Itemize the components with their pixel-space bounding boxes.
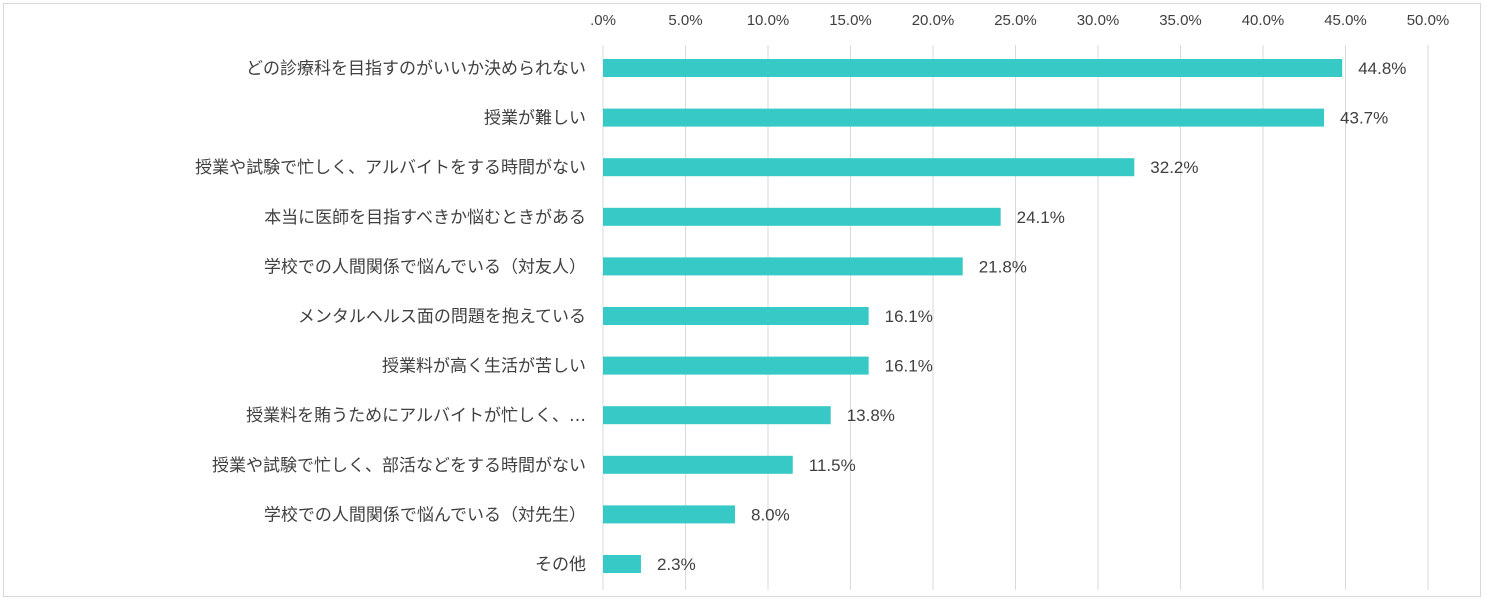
bar: [603, 505, 735, 524]
category-label: 授業料が高く生活が苦しい: [382, 357, 586, 377]
data-label: 8.0%: [751, 505, 790, 524]
x-tick-label: 45.0%: [1324, 12, 1367, 29]
data-label: 13.8%: [847, 406, 895, 425]
data-label: 44.8%: [1358, 59, 1406, 78]
bar: [603, 108, 1325, 127]
data-label: 2.3%: [657, 555, 696, 574]
bar: [603, 207, 1001, 226]
category-label: 授業料を賄うためにアルバイトが忙しく、…: [246, 406, 586, 426]
bar: [603, 406, 831, 425]
x-tick-label: 50.0%: [1407, 12, 1450, 29]
bar: [603, 59, 1343, 77]
category-label: 学校での人間関係で悩んでいる（対友人）: [264, 257, 586, 277]
x-tick-label: 15.0%: [829, 12, 872, 29]
x-tick-label: 20.0%: [912, 12, 955, 29]
category-label: 学校での人間関係で悩んでいる（対先生）: [264, 505, 586, 525]
data-label: 16.1%: [885, 307, 933, 326]
bar: [603, 555, 641, 573]
x-tick-label: 25.0%: [994, 12, 1037, 29]
x-tick-label: 5.0%: [668, 12, 702, 29]
bar: [603, 158, 1135, 177]
chart-frame: [3, 3, 1481, 597]
category-label: 本当に医師を目指すべきか悩むときがある: [264, 208, 586, 228]
category-label: 授業や試験で忙しく、アルバイトをする時間がない: [195, 158, 586, 178]
category-label: 授業や試験で忙しく、部活などをする時間がない: [212, 456, 586, 476]
bar: [603, 257, 963, 276]
bar: [603, 455, 793, 474]
category-label: メンタルヘルス面の問題を抱えている: [298, 307, 586, 327]
category-label: その他: [535, 555, 586, 575]
x-tick-label: 35.0%: [1159, 12, 1202, 29]
bar: [603, 356, 869, 375]
data-label: 11.5%: [809, 456, 856, 475]
x-tick-label: 30.0%: [1077, 12, 1120, 29]
data-label: 32.2%: [1150, 158, 1198, 177]
x-tick-label: .0%: [590, 12, 616, 29]
data-label: 16.1%: [885, 357, 933, 376]
data-label: 21.8%: [979, 257, 1027, 276]
category-label: 授業が難しい: [484, 109, 586, 129]
data-label: 24.1%: [1017, 208, 1065, 227]
category-label: どの診療科を目指すのがいいか決められない: [246, 59, 586, 79]
x-tick-label: 40.0%: [1242, 12, 1285, 29]
data-label: 43.7%: [1340, 109, 1388, 128]
bar: [603, 307, 869, 325]
x-tick-label: 10.0%: [747, 12, 790, 29]
